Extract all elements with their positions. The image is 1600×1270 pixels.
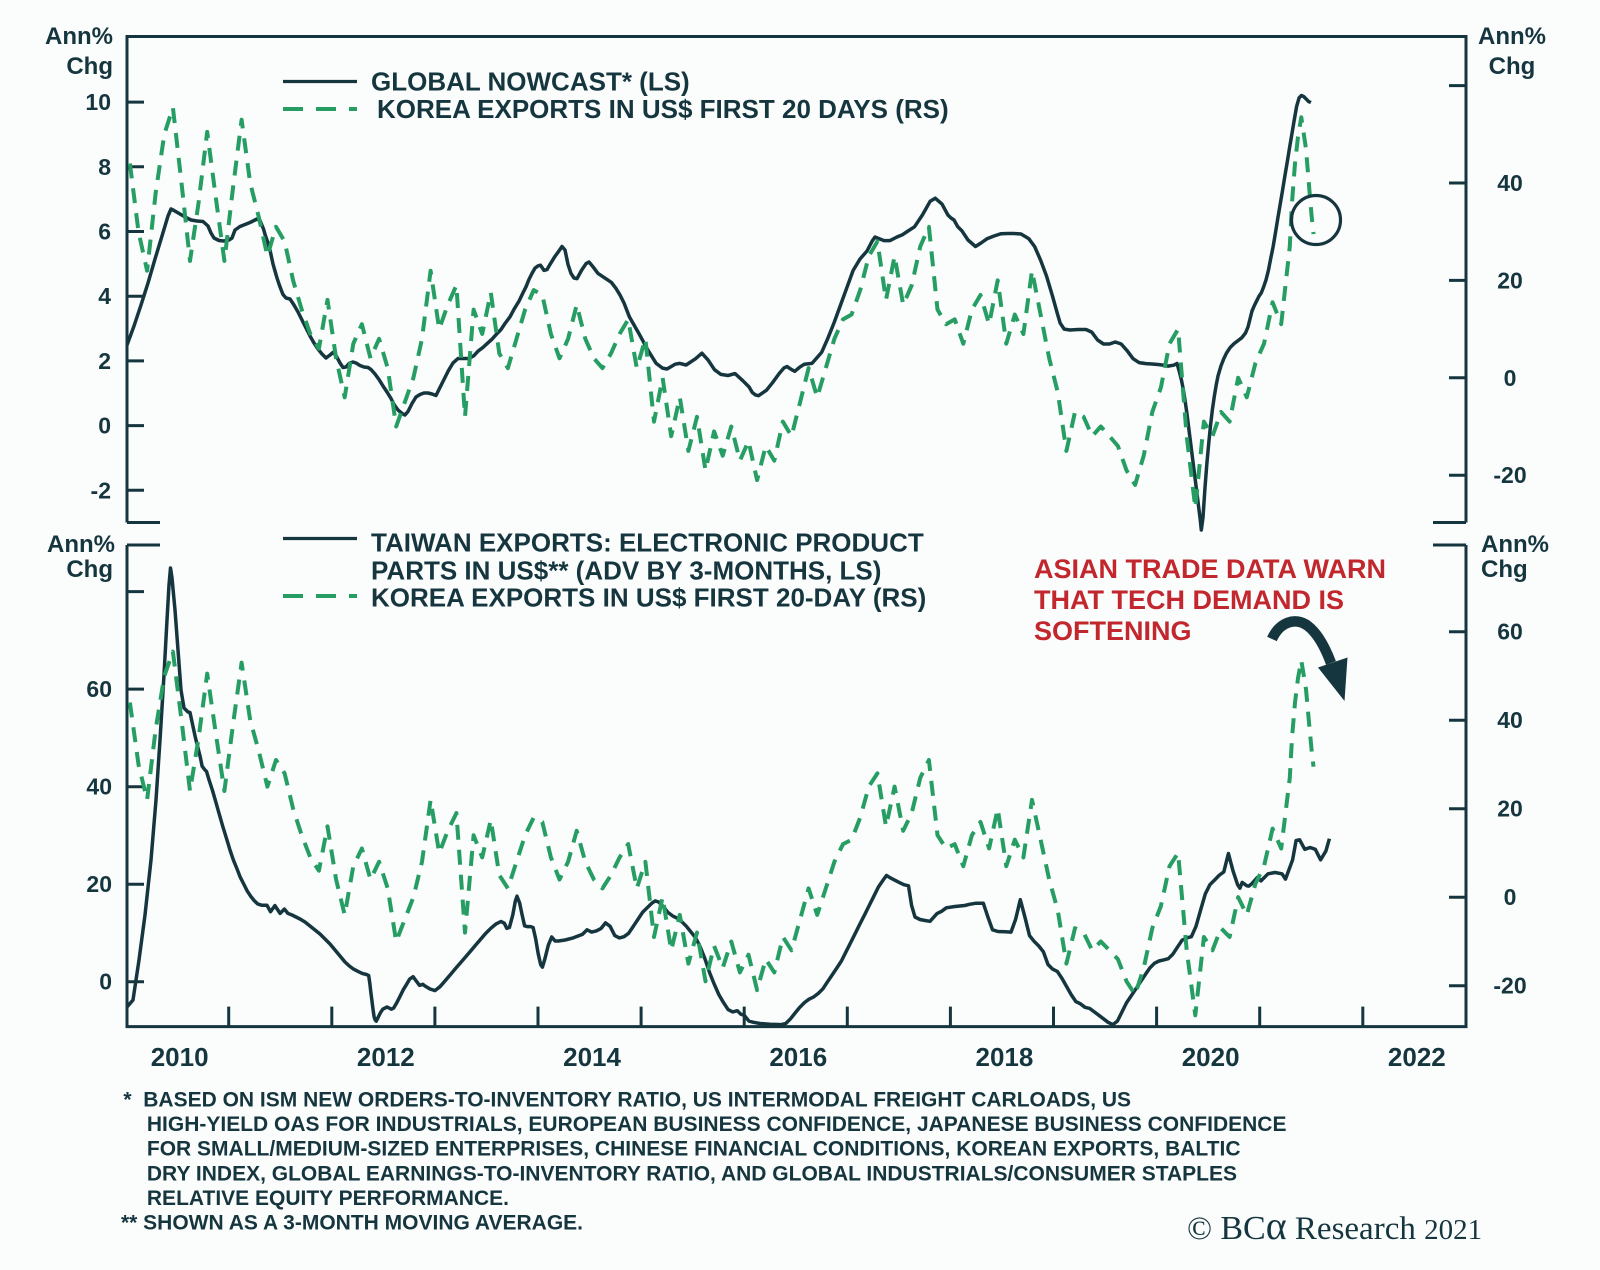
svg-text:Chg: Chg bbox=[1489, 53, 1536, 80]
svg-text:2: 2 bbox=[98, 348, 111, 374]
svg-text:ASIAN TRADE DATA WARN: ASIAN TRADE DATA WARN bbox=[1034, 554, 1386, 584]
svg-text:10: 10 bbox=[85, 89, 111, 115]
svg-text:DRY INDEX, GLOBAL EARNINGS-TO-: DRY INDEX, GLOBAL EARNINGS-TO-INVENTORY … bbox=[147, 1162, 1237, 1185]
svg-text:40: 40 bbox=[86, 774, 112, 800]
svg-text:-2: -2 bbox=[91, 477, 111, 503]
svg-text:2012: 2012 bbox=[357, 1042, 415, 1072]
svg-text:0: 0 bbox=[1504, 884, 1517, 910]
svg-text:FOR SMALL/MEDIUM-SIZED ENTERPR: FOR SMALL/MEDIUM-SIZED ENTERPRISES, CHIN… bbox=[147, 1138, 1241, 1161]
svg-text:Ann%: Ann% bbox=[1481, 531, 1549, 558]
svg-text:0: 0 bbox=[98, 413, 111, 439]
svg-text:SOFTENING: SOFTENING bbox=[1034, 616, 1192, 646]
svg-text:40: 40 bbox=[1497, 170, 1523, 196]
svg-text:2020: 2020 bbox=[1182, 1042, 1240, 1072]
svg-text:2022: 2022 bbox=[1388, 1042, 1446, 1072]
svg-text:2016: 2016 bbox=[769, 1042, 827, 1072]
svg-text:PARTS IN US$** (ADV BY 3-MONTH: PARTS IN US$** (ADV BY 3-MONTHS, LS) bbox=[371, 556, 881, 586]
svg-text:Chg: Chg bbox=[66, 53, 113, 80]
svg-text:40: 40 bbox=[1497, 707, 1523, 733]
svg-text:Ann%: Ann% bbox=[47, 531, 115, 558]
svg-text:0: 0 bbox=[99, 969, 112, 995]
svg-text:-20: -20 bbox=[1493, 462, 1526, 488]
svg-text:-20: -20 bbox=[1493, 973, 1526, 999]
svg-text:4: 4 bbox=[98, 283, 111, 309]
svg-text:20: 20 bbox=[1497, 267, 1523, 293]
svg-text:6: 6 bbox=[98, 219, 111, 245]
svg-text:8: 8 bbox=[98, 154, 111, 180]
svg-text:60: 60 bbox=[1497, 619, 1523, 645]
svg-text:GLOBAL NOWCAST* (LS): GLOBAL NOWCAST* (LS) bbox=[371, 67, 690, 97]
svg-text:** SHOWN AS A 3-MONTH MOVING A: ** SHOWN AS A 3-MONTH MOVING AVERAGE. bbox=[121, 1212, 583, 1235]
svg-text:2014: 2014 bbox=[563, 1042, 621, 1072]
svg-text:Chg: Chg bbox=[1481, 556, 1528, 583]
svg-text:TAIWAN EXPORTS: ELECTRONIC PRO: TAIWAN EXPORTS: ELECTRONIC PRODUCT bbox=[371, 528, 924, 558]
svg-text:KOREA EXPORTS IN US$ FIRST 20: KOREA EXPORTS IN US$ FIRST 20 DAYS (RS) bbox=[377, 94, 949, 124]
svg-text:Ann%: Ann% bbox=[45, 23, 113, 50]
svg-text:Ann%: Ann% bbox=[1478, 23, 1546, 50]
svg-text:RELATIVE EQUITY PERFORMANCE.: RELATIVE EQUITY PERFORMANCE. bbox=[147, 1187, 509, 1210]
svg-text:20: 20 bbox=[1497, 796, 1523, 822]
svg-text:0: 0 bbox=[1504, 365, 1517, 391]
svg-text:KOREA EXPORTS IN US$ FIRST 20-: KOREA EXPORTS IN US$ FIRST 20-DAY (RS) bbox=[371, 583, 926, 613]
svg-text:2010: 2010 bbox=[151, 1042, 209, 1072]
svg-text:20: 20 bbox=[86, 871, 112, 897]
svg-text:HIGH-YIELD OAS FOR INDUSTRIALS: HIGH-YIELD OAS FOR INDUSTRIALS, EUROPEAN… bbox=[147, 1113, 1287, 1136]
svg-text:Chg: Chg bbox=[66, 556, 113, 583]
svg-text:2018: 2018 bbox=[976, 1042, 1034, 1072]
svg-text:* BASED ON ISM NEW ORDERS-TO-: * BASED ON ISM NEW ORDERS-TO-INVENTORY R… bbox=[123, 1089, 1131, 1112]
svg-text:60: 60 bbox=[86, 676, 112, 702]
svg-text:THAT TECH DEMAND IS: THAT TECH DEMAND IS bbox=[1034, 585, 1344, 615]
